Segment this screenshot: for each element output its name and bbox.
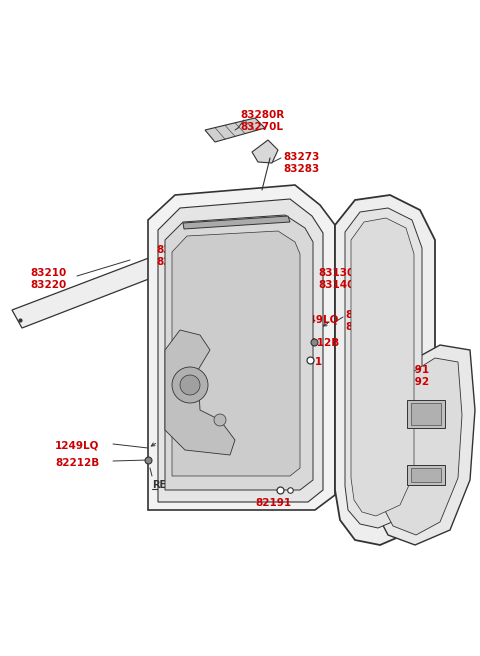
Text: 83253
83263: 83253 83263 <box>156 245 192 268</box>
Polygon shape <box>12 248 185 328</box>
Polygon shape <box>158 199 323 502</box>
Polygon shape <box>351 218 414 516</box>
Circle shape <box>172 367 208 403</box>
Circle shape <box>214 414 226 426</box>
Polygon shape <box>172 231 300 476</box>
Polygon shape <box>335 195 435 545</box>
Polygon shape <box>345 208 422 528</box>
Polygon shape <box>370 345 475 545</box>
Text: 1249LQ: 1249LQ <box>295 314 339 324</box>
Polygon shape <box>183 216 290 229</box>
Text: 82212B: 82212B <box>55 458 99 468</box>
Polygon shape <box>252 140 278 163</box>
Text: REF.60-770: REF.60-770 <box>152 480 213 490</box>
Polygon shape <box>165 330 235 455</box>
Text: 83130C
83140C: 83130C 83140C <box>318 268 362 291</box>
Text: 1249LQ: 1249LQ <box>55 440 99 450</box>
Bar <box>411 403 441 425</box>
Polygon shape <box>378 358 462 535</box>
Bar <box>407 400 445 428</box>
Text: 82212B: 82212B <box>295 338 339 348</box>
Text: 83280R
83270L: 83280R 83270L <box>240 110 284 133</box>
Polygon shape <box>148 185 335 510</box>
Text: 82191: 82191 <box>255 498 291 508</box>
Circle shape <box>180 375 200 395</box>
Text: 83110B
83120B: 83110B 83120B <box>345 310 389 333</box>
Bar <box>411 468 441 482</box>
Text: 83391
83392: 83391 83392 <box>393 365 429 388</box>
Text: 83210
83220: 83210 83220 <box>30 268 66 291</box>
Polygon shape <box>205 118 265 142</box>
Text: 83191: 83191 <box>286 357 322 367</box>
Polygon shape <box>165 215 313 490</box>
Text: 83273
83283: 83273 83283 <box>283 152 319 174</box>
Bar <box>407 465 445 485</box>
